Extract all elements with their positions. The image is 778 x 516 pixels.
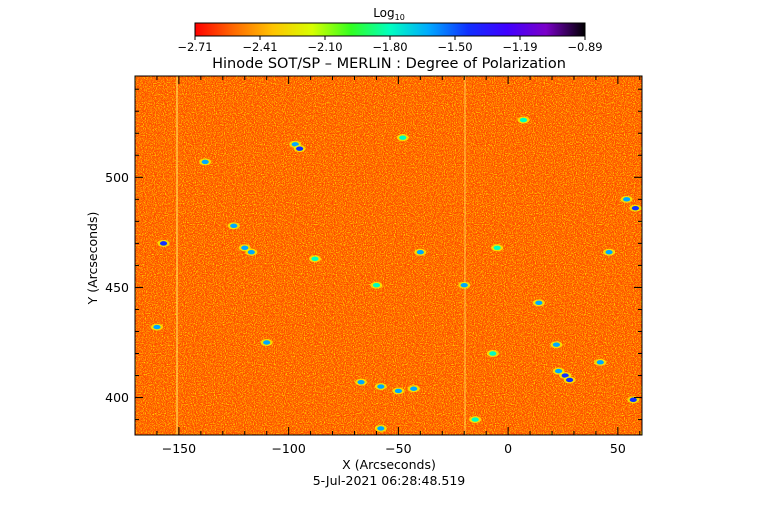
y-axis-label: Y (Arcseconds) <box>85 212 100 306</box>
x-tick-label: −50 <box>385 441 411 456</box>
colorbar: Log10 −2.71 −2.41 −2.10 −1.80 −1.50 −1.19 −0.8… <box>177 6 602 54</box>
colorbar-gradient <box>194 22 586 37</box>
polarization-feature <box>410 386 418 391</box>
colorbar-label: Log10 <box>373 6 405 22</box>
y-tick-label: 500 <box>105 170 129 185</box>
polarization-feature <box>552 342 561 347</box>
x-tick-label: 0 <box>504 441 512 456</box>
y-tick-label: 400 <box>105 390 129 405</box>
polarization-feature <box>493 245 501 250</box>
polarization-feature <box>416 249 424 255</box>
polarization-feature <box>153 324 161 330</box>
x-tick-label: −100 <box>271 441 305 456</box>
polarization-feature <box>247 249 255 255</box>
polarization-feature <box>311 256 319 262</box>
heatmap-texture-yellow <box>135 76 642 435</box>
polarization-feature <box>263 340 271 345</box>
y-tick-label: 450 <box>105 280 129 295</box>
timestamp: 5-Jul-2021 06:28:48.519 <box>313 473 466 488</box>
polarization-feature <box>296 146 304 151</box>
polarization-feature <box>631 205 640 211</box>
polarization-feature <box>623 197 631 202</box>
colorbar-tick-label: −1.80 <box>372 40 407 54</box>
polarization-feature <box>377 384 385 389</box>
polarization-feature <box>201 159 209 165</box>
polarization-feature <box>471 417 479 422</box>
chart-title: Hinode SOT/SP – MERLIN : Degree of Polar… <box>212 56 566 72</box>
plot-frame <box>134 75 643 436</box>
colorbar-tick-label: −1.19 <box>502 40 537 54</box>
polarization-feature <box>230 223 238 228</box>
polarization-feature <box>489 351 497 356</box>
polarization-feature <box>561 373 569 378</box>
polarization-feature <box>460 283 468 288</box>
polarization-feature <box>357 379 365 385</box>
polarization-feature <box>596 360 604 365</box>
polarization-feature <box>519 117 528 123</box>
polarization-feature <box>291 142 299 147</box>
plot-area <box>134 75 643 436</box>
polarization-feature <box>394 388 402 394</box>
polarization-feature <box>377 426 385 431</box>
polarization-feature <box>629 397 637 402</box>
polarization-feature <box>399 135 407 140</box>
colorbar-tick-label: −1.50 <box>437 40 472 54</box>
polarization-feature <box>554 368 563 374</box>
colorbar-tick-label: −2.71 <box>177 40 212 54</box>
polarization-feature <box>535 300 543 306</box>
polarization-feature <box>605 249 613 255</box>
x-tick-label: −150 <box>162 441 196 456</box>
polarization-feature <box>372 283 381 288</box>
colorbar-tick-label: −2.10 <box>307 40 342 54</box>
x-axis-label: X (Arcseconds) <box>342 457 436 472</box>
colorbar-tick-label: −2.41 <box>242 40 277 54</box>
polarization-feature <box>159 241 168 246</box>
polarization-feature <box>241 245 249 250</box>
polarization-feature <box>565 377 574 383</box>
colorbar-tick-label: −0.89 <box>567 40 602 54</box>
x-tick-label: 50 <box>610 441 626 456</box>
